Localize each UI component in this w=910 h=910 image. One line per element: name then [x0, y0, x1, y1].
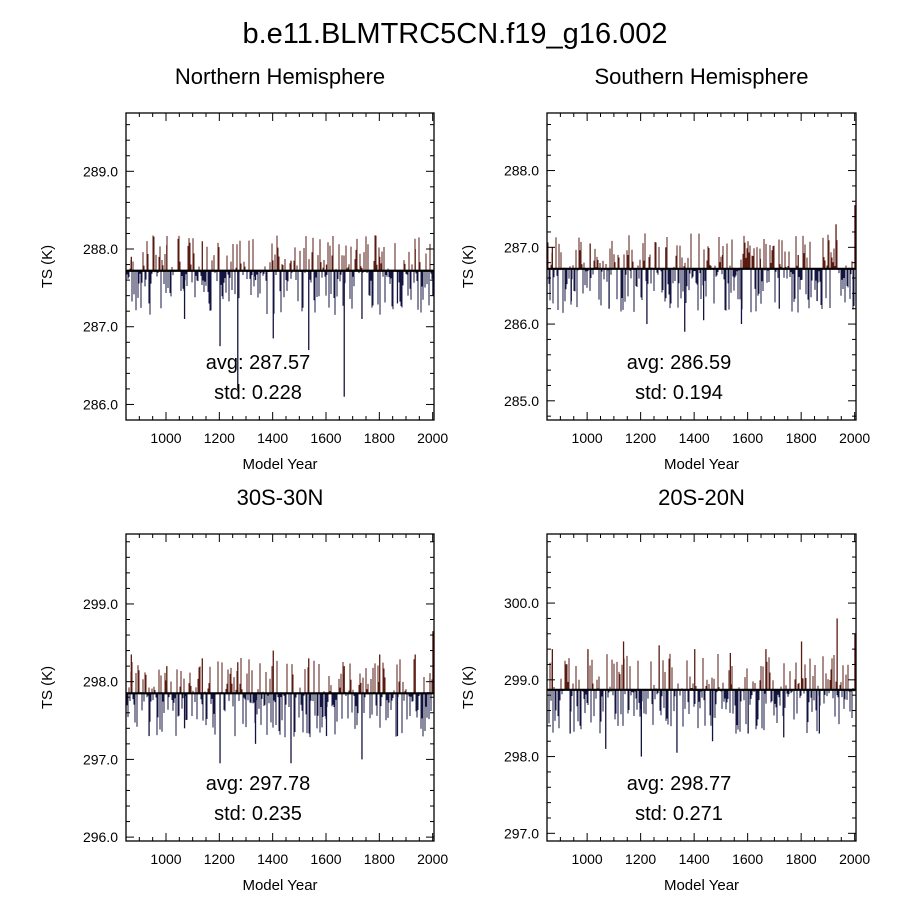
avg-annotation: avg: 297.78 — [206, 773, 311, 795]
x-tick-label: 1400 — [679, 430, 710, 446]
y-tick-label: 298.0 — [504, 749, 539, 765]
x-tick-label: 1400 — [257, 430, 288, 446]
panel-title: 20S-20N — [658, 485, 745, 510]
y-tick-label: 297.0 — [83, 751, 118, 767]
x-tick-label: 1600 — [732, 851, 763, 867]
y-axis-label: TS (K) — [39, 245, 56, 288]
y-tick-label: 289.0 — [83, 163, 118, 179]
y-tick-label: 288.0 — [83, 241, 118, 257]
x-axis-label: Model Year — [664, 456, 739, 473]
chart-panel-2: Southern Hemisphere 1000 1200 1400 1600 1800 2… — [460, 64, 870, 473]
y-tick-label: 299.0 — [83, 596, 118, 612]
avg-annotation: avg: 287.57 — [206, 352, 311, 374]
y-tick-label: 298.0 — [83, 674, 118, 690]
x-tick-label: 1200 — [204, 430, 235, 446]
y-tick-label: 300.0 — [504, 595, 539, 611]
x-axis-label: Model Year — [242, 456, 317, 473]
x-tick-label: 1600 — [310, 430, 341, 446]
x-tick-label: 2000 — [417, 430, 448, 446]
y-axis-label: TS (K) — [39, 666, 56, 709]
plot-frame — [546, 533, 857, 842]
plot-frame — [125, 533, 435, 842]
panel-title: Southern Hemisphere — [594, 64, 808, 89]
y-tick-label: 285.0 — [504, 393, 539, 409]
y-axis-label: TS (K) — [460, 666, 477, 709]
x-tick-label: 1800 — [364, 430, 395, 446]
y-tick-label: 286.0 — [83, 396, 118, 412]
main-title: b.e11.BLMTRC5CN.f19_g16.002 — [242, 18, 668, 50]
std-annotation: std: 0.194 — [635, 382, 723, 404]
x-tick-label: 1400 — [679, 851, 710, 867]
x-tick-label: 1800 — [786, 430, 817, 446]
x-tick-label: 2000 — [839, 430, 870, 446]
x-tick-label: 1000 — [572, 851, 603, 867]
std-annotation: std: 0.228 — [214, 382, 302, 404]
panel-title: Northern Hemisphere — [175, 64, 385, 89]
chart-panel-3: 30S-30N 1000 1200 1400 1600 1800 2000 299.0 298.… — [39, 485, 448, 894]
x-tick-label: 1200 — [204, 851, 235, 867]
y-tick-label: 296.0 — [83, 829, 118, 845]
y-tick-label: 287.0 — [504, 239, 539, 255]
x-tick-label: 1600 — [310, 851, 341, 867]
x-tick-label: 2000 — [417, 851, 448, 867]
y-tick-label: 287.0 — [83, 319, 118, 335]
x-tick-label: 1000 — [150, 430, 181, 446]
x-axis-label: Model Year — [664, 877, 739, 894]
x-tick-label: 1000 — [572, 430, 603, 446]
x-tick-label: 1800 — [364, 851, 395, 867]
y-tick-label: 299.0 — [504, 672, 539, 688]
x-tick-label: 1800 — [786, 851, 817, 867]
y-axis-label: TS (K) — [460, 245, 477, 288]
std-annotation: std: 0.271 — [635, 803, 723, 825]
chart-panel-4: 20S-20N 1000 1200 1400 1600 1800 2000 300.0 299.… — [460, 485, 870, 894]
x-tick-label: 2000 — [839, 851, 870, 867]
plot-frame — [125, 112, 435, 421]
chart-panel-1: Northern Hemisphere 1000 1200 1400 1600 1800 2… — [39, 64, 448, 473]
panel-title: 30S-30N — [237, 485, 324, 510]
plot-frame — [546, 112, 857, 421]
avg-annotation: avg: 286.59 — [627, 352, 732, 374]
x-tick-label: 1600 — [732, 430, 763, 446]
x-tick-label: 1200 — [625, 851, 656, 867]
x-axis-label: Model Year — [242, 877, 317, 894]
x-tick-label: 1000 — [150, 851, 181, 867]
y-tick-label: 297.0 — [504, 825, 539, 841]
y-tick-label: 286.0 — [504, 316, 539, 332]
std-annotation: std: 0.235 — [214, 803, 302, 825]
x-tick-label: 1400 — [257, 851, 288, 867]
avg-annotation: avg: 298.77 — [627, 773, 732, 795]
y-tick-label: 288.0 — [504, 163, 539, 179]
x-tick-label: 1200 — [625, 430, 656, 446]
